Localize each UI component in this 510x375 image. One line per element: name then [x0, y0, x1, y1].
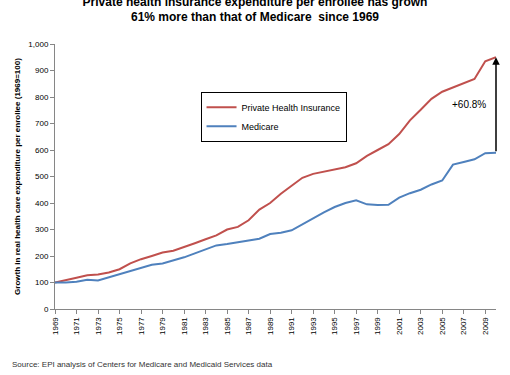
svg-text:500: 500 [35, 172, 49, 181]
svg-text:Private Health Insurance: Private Health Insurance [242, 103, 341, 113]
svg-text:2003: 2003 [416, 317, 425, 335]
svg-text:1999: 1999 [373, 317, 382, 335]
svg-text:1969: 1969 [51, 317, 60, 335]
svg-text:1983: 1983 [201, 317, 210, 335]
svg-text:2005: 2005 [438, 317, 447, 335]
svg-text:1977: 1977 [137, 317, 146, 335]
svg-text:300: 300 [35, 225, 49, 234]
svg-text:1975: 1975 [115, 317, 124, 335]
svg-text:1979: 1979 [158, 317, 167, 335]
svg-text:+60.8%: +60.8% [452, 99, 486, 110]
svg-text:800: 800 [35, 93, 49, 102]
svg-text:2007: 2007 [459, 317, 468, 335]
svg-text:1,000: 1,000 [28, 40, 49, 49]
svg-text:1981: 1981 [180, 317, 189, 335]
svg-text:2009: 2009 [481, 317, 490, 335]
svg-text:1993: 1993 [309, 317, 318, 335]
svg-text:100: 100 [35, 278, 49, 287]
svg-text:1997: 1997 [352, 317, 361, 335]
svg-text:1987: 1987 [244, 317, 253, 335]
svg-text:1985: 1985 [223, 317, 232, 335]
svg-text:Growth in real health care exp: Growth in real health care expenditure p… [13, 58, 22, 295]
svg-text:Source: EPI analysis of Center: Source: EPI analysis of Centers for Medi… [12, 360, 273, 369]
svg-text:1989: 1989 [266, 317, 275, 335]
svg-text:0: 0 [44, 305, 49, 314]
svg-text:1973: 1973 [94, 317, 103, 335]
svg-text:1971: 1971 [72, 317, 81, 335]
svg-text:200: 200 [35, 252, 49, 261]
svg-text:600: 600 [35, 146, 49, 155]
svg-text:1995: 1995 [330, 317, 339, 335]
svg-text:Medicare: Medicare [242, 122, 279, 132]
svg-text:700: 700 [35, 119, 49, 128]
svg-text:1991: 1991 [287, 317, 296, 335]
svg-text:900: 900 [35, 66, 49, 75]
svg-text:400: 400 [35, 199, 49, 208]
svg-text:Private health insurance expen: Private health insurance expenditure per… [83, 0, 428, 24]
svg-text:2001: 2001 [395, 317, 404, 335]
